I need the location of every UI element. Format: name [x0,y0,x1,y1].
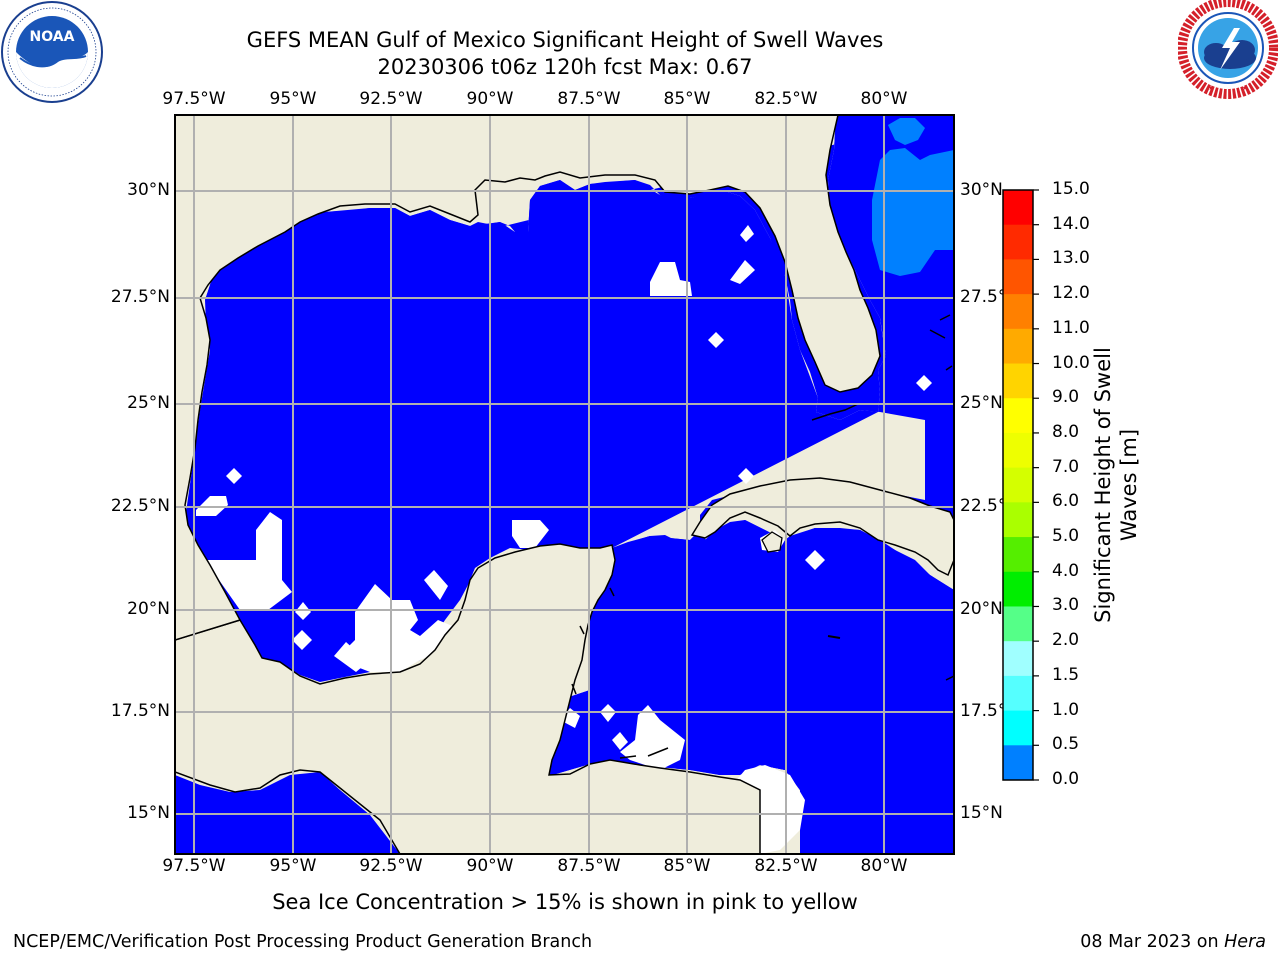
colorbar-tick-label: 0.0 [1052,769,1080,789]
isla-juventud-land [761,531,783,553]
colorbar-segment [1003,363,1033,399]
colorbar [1002,189,1039,781]
colorbar-segment [1003,190,1033,226]
lat-label-left: 27.5°N [110,287,170,307]
lon-label-bottom: 90°W [466,856,514,876]
colorbar-segment [1003,537,1033,573]
lon-label-top: 97.5°W [162,89,226,109]
colorbar-segment [1003,710,1033,746]
colorbar-tick-label: 14.0 [1052,213,1090,234]
jamaica-edge [945,675,954,681]
colorbar-segment [1003,675,1033,712]
lon-label-bottom: 80°W [860,856,908,876]
atlantic-swell-light [872,148,954,276]
colorbar-tick-label: 4.0 [1052,560,1080,581]
bahamas-islands [929,314,953,371]
lat-label-right: 15°N [960,803,1003,823]
colorbar-tick-label: 6.0 [1052,491,1080,512]
colorbar-segment [1003,467,1033,503]
colorbar-tick-label: 5.0 [1052,526,1080,547]
date-text: 08 Mar 2023 on [1080,932,1219,952]
colorbar-tick-label: 13.0 [1052,248,1090,269]
florida-keys [811,403,859,421]
colorbar-segment [1003,398,1033,434]
colorbar-segment [1003,641,1033,677]
colorbar-tick-label: 12.0 [1052,283,1090,304]
lon-label-top: 95°W [269,89,317,109]
lon-label-top: 80°W [860,89,908,109]
colorbar-tick-label: 1.5 [1052,664,1080,685]
lon-label-bottom: 82.5°W [754,856,818,876]
lon-label-top: 92.5°W [359,89,423,109]
colorbar-tick-label: 2.0 [1052,630,1080,651]
sea-ice-note: Sea Ice Concentration > 15% is shown in … [272,890,858,914]
noaa-logo: NOAA [1,1,103,103]
colorbar-segment [1003,502,1033,538]
lon-label-bottom: 92.5°W [359,856,423,876]
colorbar-segment [1003,224,1033,260]
graticule [175,115,954,854]
yucatan-land [175,543,761,854]
noaa-logo-text: NOAA [30,29,75,45]
machine-name: Hera [1224,932,1266,952]
lat-label-right: 25°N [960,393,1003,413]
colorbar-segment [1003,432,1033,469]
colorbar-tick-label: 7.0 [1052,456,1080,477]
lon-label-top: 87.5°W [557,89,621,109]
lon-label-top: 90°W [466,89,514,109]
colorbar-tick-label: 10.0 [1052,352,1090,373]
colorbar-tick-label: 0.5 [1052,734,1080,755]
colorbar-tick-label: 3.0 [1052,595,1080,616]
chart-subtitle: 20230306 t06z 120h fcst Max: 0.67 [377,55,753,79]
lon-label-top: 85°W [663,89,711,109]
colorbar-title: Significant Height of Swell Waves [m] [1091,347,1141,623]
date-stamp: 08 Mar 2023 on Hera [1080,932,1266,952]
lat-label-left: 15°N [127,803,170,823]
lon-label-bottom: 95°W [269,856,317,876]
lat-label-right: 30°N [960,180,1003,200]
belize-islands [571,587,615,695]
colorbar-segment [1003,259,1033,295]
lat-label-left: 20°N [127,599,170,619]
colorbar-segment [1003,294,1033,330]
cayman-island [827,635,841,639]
colorbar-tick-label: 9.0 [1052,387,1080,408]
mexico-land [175,115,881,641]
colorbar-tick-label: 8.0 [1052,421,1080,442]
lon-label-top: 82.5°W [754,89,818,109]
svg-text:★: ★ [1208,84,1214,92]
caribbean-water [549,520,954,854]
map-frame [174,114,955,855]
cuba-land [690,477,954,577]
lat-label-left: 17.5°N [110,701,170,721]
colorbar-segment [1003,571,1033,607]
lon-label-bottom: 87.5°W [557,856,621,876]
colorbar-segment [1003,328,1033,365]
atlantic-swell-light-north [888,118,925,145]
svg-text:★: ★ [1242,84,1248,92]
colorbar-tick-label: 1.0 [1052,699,1080,720]
lat-label-left: 30°N [127,180,170,200]
lon-label-bottom: 85°W [663,856,711,876]
colorbar-segment [1003,745,1033,781]
chart-title: GEFS MEAN Gulf of Mexico Significant Hei… [246,28,884,52]
lat-label-right: 20°N [960,599,1003,619]
lon-label-bottom: 97.5°W [162,856,226,876]
nws-logo: ★ ★ [1178,0,1278,99]
colorbar-segment [1003,606,1033,642]
colorbar-tick-label: 15.0 [1052,179,1090,199]
lat-label-left: 25°N [127,393,170,413]
honduras-islands [619,747,669,759]
colorbar-frame [1002,189,1034,781]
credit-text: NCEP/EMC/Verification Post Processing Pr… [13,932,593,952]
lat-label-left: 22.5°N [110,496,170,516]
colorbar-tick-label: 11.0 [1052,317,1090,338]
